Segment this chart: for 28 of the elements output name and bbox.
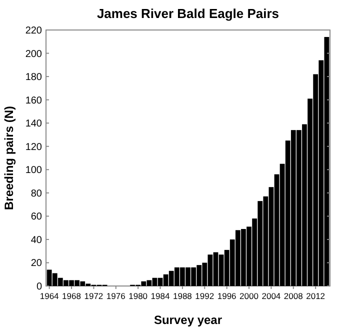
y-tick-label: 40 — [30, 234, 42, 246]
x-tick-label: 2012 — [306, 291, 326, 301]
y-tick-label: 60 — [30, 212, 42, 223]
x-tick-label: 1980 — [128, 291, 148, 301]
y-tick-label: 180 — [25, 72, 42, 84]
y-tick-label: 160 — [25, 95, 42, 106]
y-tick-label: 100 — [25, 165, 42, 176]
x-axis-title: Survey year — [154, 313, 222, 327]
x-tick-label: 1992 — [195, 291, 214, 301]
x-tick-label: 1964 — [40, 291, 60, 301]
x-tick-label: 2000 — [240, 291, 259, 301]
y-tick-label: 20 — [30, 258, 42, 270]
y-tick-label: 80 — [30, 188, 42, 200]
y-tick-label: 120 — [25, 142, 42, 153]
x-tick-label: 1968 — [62, 291, 82, 301]
y-tick-label: 0 — [36, 282, 42, 292]
x-tick-label: 2008 — [284, 291, 304, 301]
x-tick-label: 2004 — [262, 291, 281, 301]
y-axis-title: Breeding pairs (N) — [2, 106, 16, 210]
y-tick-label: 220 — [25, 26, 42, 36]
x-tick-label: 1976 — [106, 291, 126, 301]
y-tick-label: 200 — [25, 48, 42, 60]
x-tick-label: 1972 — [84, 291, 104, 301]
y-tick-label: 140 — [25, 118, 42, 130]
x-tick-label: 1984 — [150, 291, 170, 301]
x-tick-label: 1988 — [172, 291, 192, 301]
x-tick-label: 1996 — [217, 291, 237, 301]
chart-title: James River Bald Eagle Pairs — [96, 6, 280, 21]
